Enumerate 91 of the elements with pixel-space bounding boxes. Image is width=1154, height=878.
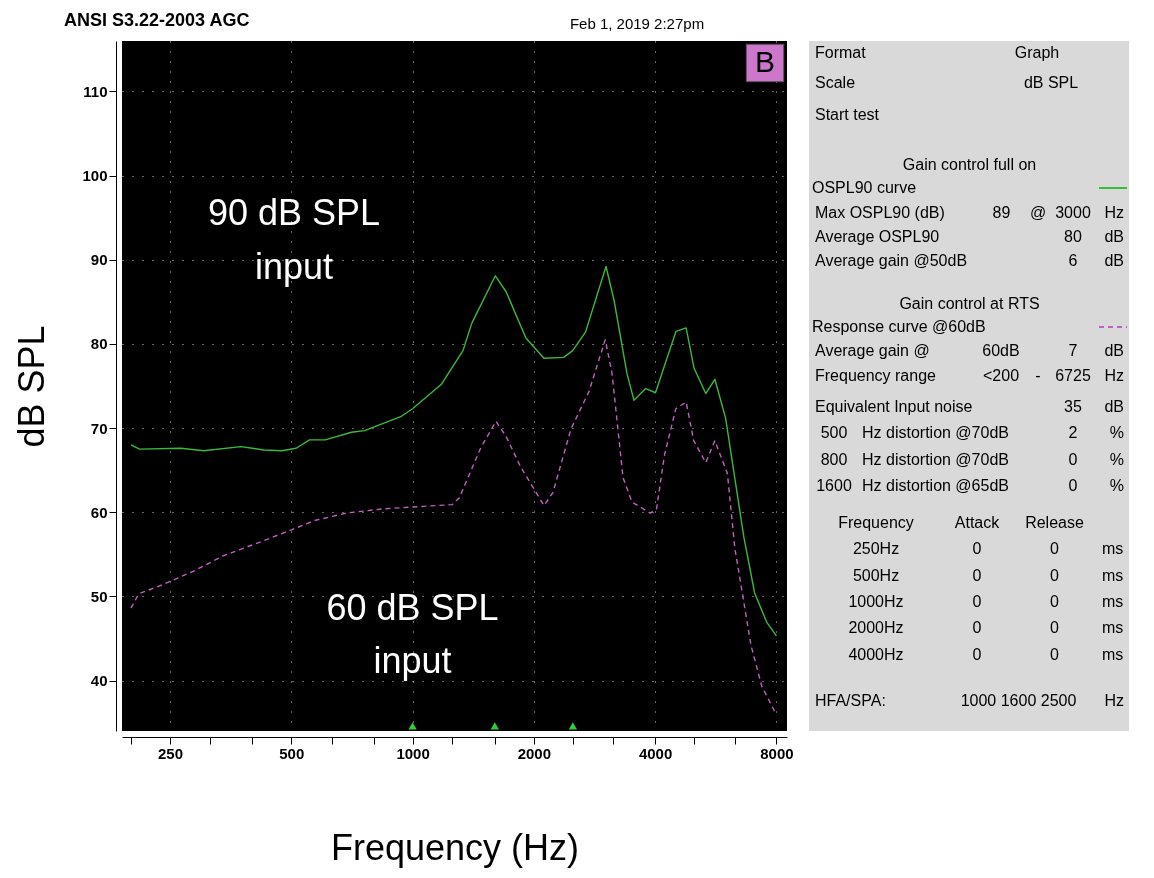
text: 0	[1050, 646, 1060, 663]
text: ms	[1102, 646, 1124, 663]
text: %	[1109, 451, 1124, 468]
text: ms	[1102, 567, 1124, 584]
text: 2	[1068, 424, 1078, 441]
text: 0	[972, 646, 982, 663]
y-tick-label: 40	[90, 672, 108, 690]
text: 6	[1068, 252, 1078, 269]
text: 0	[972, 593, 982, 610]
text: dB	[1104, 252, 1124, 269]
text: 89	[992, 204, 1011, 221]
text: 500	[820, 424, 848, 441]
text: Attack	[954, 514, 1001, 531]
text: Graph	[1014, 44, 1060, 61]
text: dB SPL	[1023, 74, 1079, 91]
text: @	[1029, 204, 1047, 221]
text: 3000	[1055, 204, 1091, 221]
text: Gain control full on	[902, 156, 1037, 173]
text: 35	[1064, 398, 1082, 415]
text: Release	[1025, 514, 1084, 531]
y-tick-label: 100	[82, 167, 108, 185]
text: dB	[1104, 342, 1124, 359]
text: 0	[1050, 540, 1060, 557]
x-tick-label: 1000	[396, 744, 430, 762]
text: Frequency range	[815, 367, 937, 384]
text: -	[1035, 367, 1041, 384]
text: 60dB	[982, 342, 1020, 359]
text: 1600	[816, 477, 852, 494]
text: Hz	[1104, 692, 1124, 709]
y-tick-label: 70	[90, 419, 108, 437]
text: 500Hz	[852, 567, 900, 584]
text: ms	[1102, 540, 1124, 557]
text: Max OSPL90 (dB)	[815, 204, 945, 221]
text: 0	[972, 619, 982, 636]
text: 0	[1050, 567, 1060, 584]
annotation: 90 dB SPL input	[207, 192, 381, 287]
text: Equivalent Input noise	[815, 398, 973, 415]
text: Hz	[1104, 204, 1124, 221]
text: Scale	[815, 74, 856, 91]
x-tick-label: 2000	[517, 744, 552, 762]
x-tick-label: 500	[279, 744, 305, 762]
y-tick-label: 90	[90, 251, 108, 269]
text: 1000Hz	[848, 593, 904, 610]
text: 250Hz	[852, 540, 900, 557]
text: dB	[1104, 398, 1124, 415]
text: Format	[815, 44, 867, 61]
text: Hz distortion @70dB	[862, 424, 1009, 441]
text: Response curve @60dB	[812, 318, 986, 335]
text: HFA/SPA:	[815, 692, 886, 709]
text: 0	[1068, 477, 1078, 494]
text: OSPL90 curve	[812, 179, 917, 196]
text: ms	[1102, 593, 1124, 610]
text: 1000 1600 2500	[960, 692, 1077, 709]
x-tick-label: 250	[158, 744, 184, 762]
text: 0	[1050, 619, 1060, 636]
y-tick-label: 80	[90, 335, 108, 353]
text: 0	[1050, 593, 1060, 610]
text: 0	[972, 567, 982, 584]
text: Average OSPL90	[815, 228, 940, 245]
annotation: B	[754, 45, 776, 78]
text: 2000Hz	[848, 619, 904, 636]
text: 0	[1068, 451, 1078, 468]
text: Frequency	[838, 514, 914, 531]
y-axis-title: dB SPL	[11, 325, 53, 448]
text: %	[1109, 424, 1124, 441]
text: 7	[1068, 342, 1078, 359]
text: %	[1109, 477, 1124, 494]
text: <200	[982, 367, 1020, 384]
text: Average gain @	[815, 342, 930, 359]
text: 80	[1064, 228, 1082, 245]
chart-subtitle: Feb 1, 2019 2:27pm	[569, 15, 705, 32]
text: 800	[820, 451, 848, 468]
text: dB	[1104, 228, 1124, 245]
annotation: 60 dB SPL input	[326, 586, 499, 681]
text: 6725	[1055, 367, 1091, 384]
text: Hz distortion @70dB	[862, 451, 1009, 468]
text: Gain control at RTS	[899, 295, 1040, 312]
text: 4000Hz	[848, 646, 904, 663]
x-tick-label: 4000	[638, 744, 673, 762]
text: Average gain @50dB	[815, 252, 968, 269]
chart-title: ANSI S3.22-2003 AGC	[64, 10, 250, 30]
text: Hz distortion @65dB	[862, 477, 1009, 494]
text: Hz	[1104, 367, 1124, 384]
x-tick-label: 8000	[760, 744, 794, 762]
y-tick-label: 60	[90, 503, 108, 521]
text: Start test	[815, 106, 880, 123]
text: 0	[972, 540, 982, 557]
y-tick-label: 50	[90, 587, 108, 605]
y-tick-label: 110	[83, 82, 108, 100]
x-axis-title: Frequency (Hz)	[330, 826, 580, 868]
text: ms	[1102, 619, 1124, 636]
